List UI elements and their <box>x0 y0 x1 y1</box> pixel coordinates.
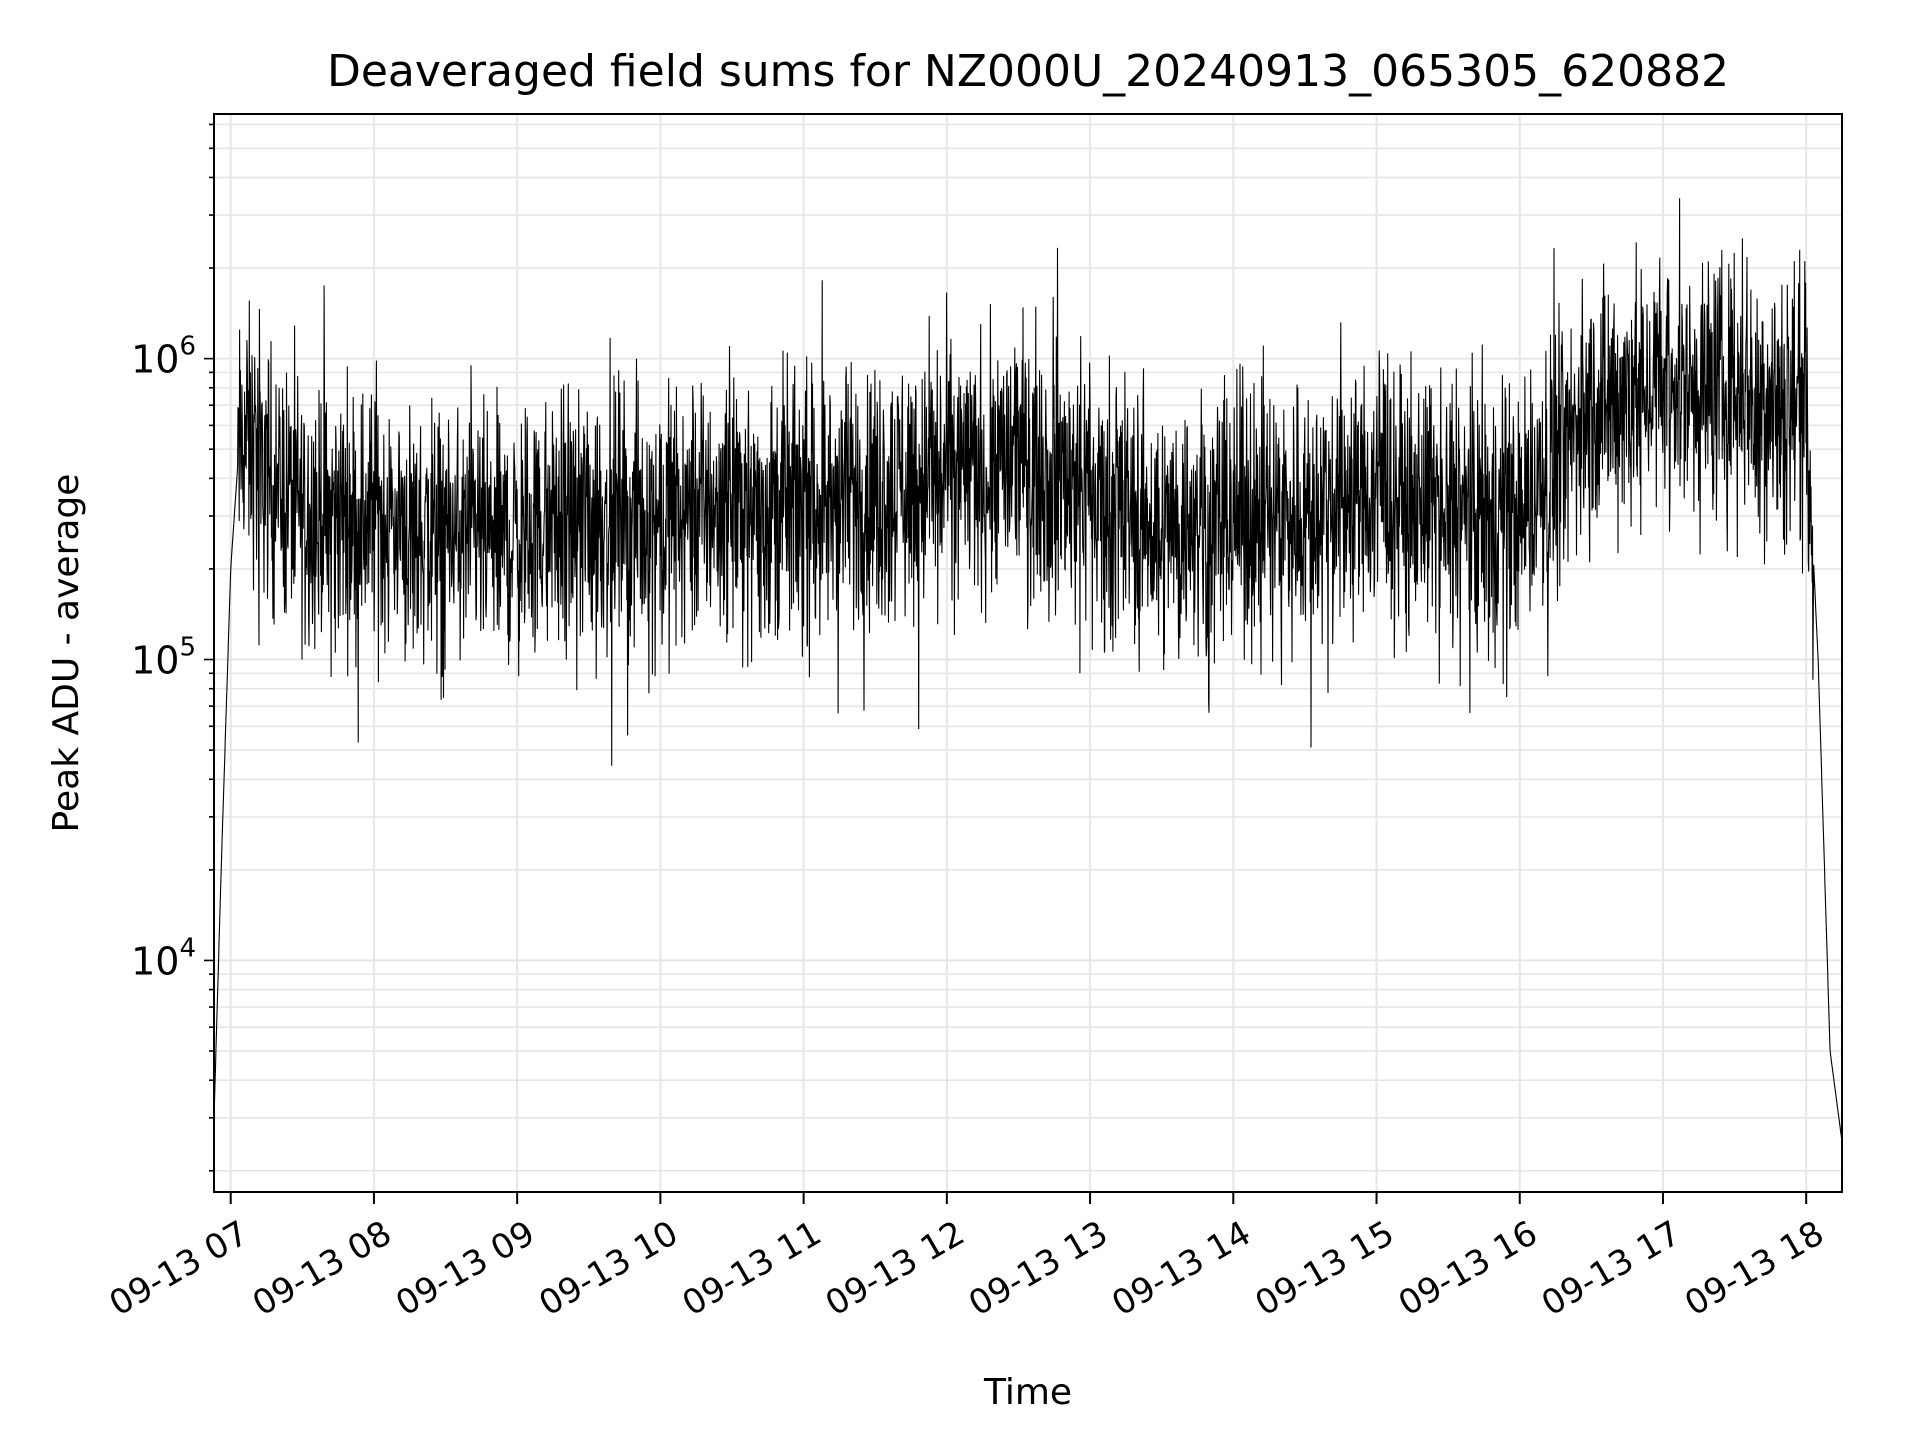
y-axis-ticks: 104 105 106 <box>131 123 214 1172</box>
x-axis-label: Time <box>983 1372 1072 1413</box>
y-tick-label: 105 <box>131 633 196 683</box>
y-tick-label: 104 <box>131 933 196 983</box>
series-group <box>214 198 1842 1142</box>
series-line <box>214 198 1842 1142</box>
y-axis-label: Peak ADU - average <box>46 474 87 833</box>
plot-frame <box>213 113 1843 1193</box>
chart-title: Deaveraged field sums for NZ000U_2024091… <box>327 46 1729 97</box>
y-tick-label: 106 <box>131 332 196 382</box>
